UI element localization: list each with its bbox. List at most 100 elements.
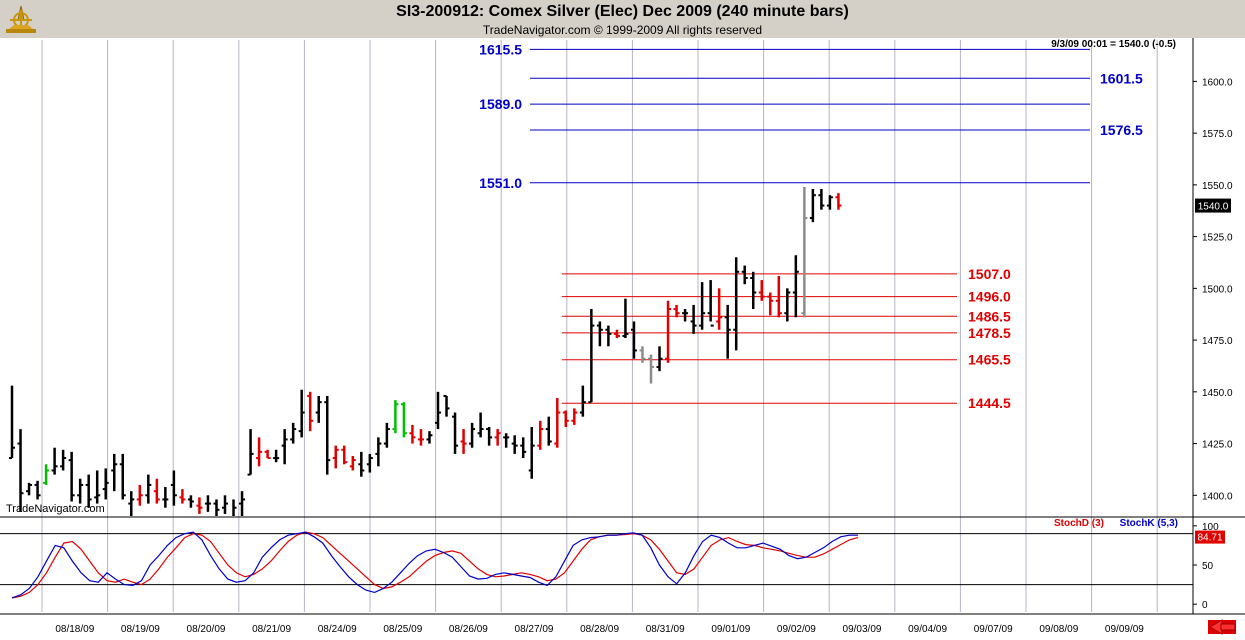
fib-level-label: 1496.0: [968, 289, 1011, 305]
ohlc-bar: [102, 468, 109, 500]
ohlc-bar: [324, 395, 331, 475]
ohlc-bar: [213, 499, 220, 516]
x-tick-label: 09/04/09: [908, 624, 947, 635]
stoch-y-tick-label: 0: [1202, 600, 1208, 611]
ohlc-bar: [9, 385, 15, 460]
stoch-series-line: [11, 531, 858, 599]
ohlc-bar: [673, 304, 680, 318]
ohlc-bar: [111, 453, 118, 492]
chart-background: [0, 38, 1245, 640]
y-tick-label: 1600.0: [1202, 77, 1233, 88]
ship-wheel-icon: [6, 5, 36, 33]
ohlc-bar: [26, 482, 33, 496]
ohlc-bar: [486, 427, 493, 446]
ohlc-bar: [750, 271, 757, 310]
y-tick-label: 1450.0: [1202, 388, 1233, 399]
ohlc-bar: [443, 394, 450, 417]
ohlc-bar: [545, 416, 552, 446]
ohlc-bar: [51, 447, 58, 475]
x-tick-label: 08/20/09: [187, 624, 226, 635]
y-tick-label: 1400.0: [1202, 491, 1233, 502]
ohlc-bar: [818, 189, 825, 210]
watermark: TradeNavigator.com: [6, 503, 105, 515]
ohlc-bar: [656, 346, 663, 372]
y-tick-label: 1425.0: [1202, 440, 1233, 451]
ohlc-bar: [341, 445, 348, 465]
ohlc-bar: [17, 429, 24, 512]
ohlc-bar: [273, 449, 280, 463]
x-tick-label: 08/24/09: [318, 624, 357, 635]
ohlc-bar: [469, 422, 476, 448]
ohlc-bar: [170, 470, 177, 506]
ohlc-bar: [204, 495, 211, 512]
ohlc-bar: [247, 429, 254, 476]
ohlc-bar: [579, 385, 586, 417]
ohlc-bar: [426, 431, 433, 444]
ohlc-bar: [665, 300, 672, 363]
x-tick-label: 08/21/09: [252, 624, 291, 635]
fib-level-label: 1589.0: [479, 96, 522, 112]
ohlc-bar: [554, 398, 561, 448]
scroll-right-arrow[interactable]: [1208, 619, 1236, 635]
ohlc-bar: [196, 497, 203, 514]
last-price-label: 1540.0: [1198, 202, 1229, 213]
ohlc-bar: [315, 395, 322, 423]
ohlc-bar: [349, 455, 356, 471]
ohlc-bar: [801, 186, 808, 318]
ohlc-bar: [264, 449, 271, 460]
ohlc-bar: [494, 429, 501, 446]
chart-title: SI3-200912: Comex Silver (Elec) Dec 2009…: [396, 3, 849, 20]
ohlc-bar: [596, 321, 603, 347]
ohlc-bar: [767, 292, 774, 316]
ohlc-bar: [392, 400, 399, 434]
ohlc-bar: [128, 491, 135, 516]
x-tick-label: 09/09/09: [1105, 624, 1144, 635]
legend-stoch-d: StochD (3): [1054, 518, 1104, 529]
stoch-y-tick-label: 50: [1202, 561, 1214, 572]
info-readout: 9/3/09 00:01 = 1540.0 (-0.5): [1051, 39, 1176, 50]
ohlc-bar: [383, 422, 390, 448]
ohlc-bar: [639, 346, 646, 363]
ohlc-bar: [605, 325, 612, 347]
ohlc-bar: [690, 304, 697, 334]
y-tick-label: 1575.0: [1202, 129, 1233, 140]
ohlc-bar: [162, 487, 169, 508]
ohlc-bar: [366, 453, 373, 473]
ohlc-bar: [435, 391, 441, 430]
stoch-series-line: [11, 531, 859, 599]
ohlc-bar: [256, 437, 263, 467]
fib-level-label: 1486.5: [968, 308, 1011, 324]
ohlc-bar: [136, 484, 143, 506]
ohlc-bar: [733, 257, 740, 351]
x-tick-label: 08/27/09: [515, 624, 554, 635]
ohlc-bar: [358, 451, 365, 477]
ohlc-bar: [153, 478, 160, 504]
last-price-tag: 1540.0: [1195, 198, 1231, 213]
ohlc-bar: [34, 480, 41, 500]
x-tick-label: 09/08/09: [1039, 624, 1078, 635]
ohlc-bar: [826, 195, 833, 210]
ohlc-bar: [630, 321, 637, 359]
ohlc-bar: [375, 437, 382, 467]
ohlc-bar: [119, 453, 126, 500]
ohlc-bar: [571, 408, 578, 425]
ohlc-bar: [77, 478, 84, 504]
ohlc-bar: [648, 354, 654, 384]
stoch-last-label: 84.71: [1197, 533, 1222, 544]
fib-level-label: 1465.5: [968, 352, 1011, 368]
x-tick-label: 09/03/09: [843, 624, 882, 635]
x-tick-label: 08/25/09: [383, 624, 422, 635]
ohlc-bar: [792, 255, 799, 318]
x-tick-label: 08/19/09: [121, 624, 160, 635]
stoch-legend: StochD (3) StochK (5,3): [1054, 518, 1178, 529]
fib-level-label: 1576.5: [1100, 122, 1143, 138]
ohlc-bar: [724, 304, 731, 359]
ohlc-bar: [145, 474, 152, 504]
ohlc-bar: [741, 265, 748, 285]
ohlc-bar: [222, 495, 228, 514]
x-tick-label: 08/18/09: [55, 624, 94, 635]
ohlc-bar: [835, 193, 842, 210]
ohlc-bar: [60, 449, 67, 471]
ohlc-bar: [809, 189, 816, 223]
